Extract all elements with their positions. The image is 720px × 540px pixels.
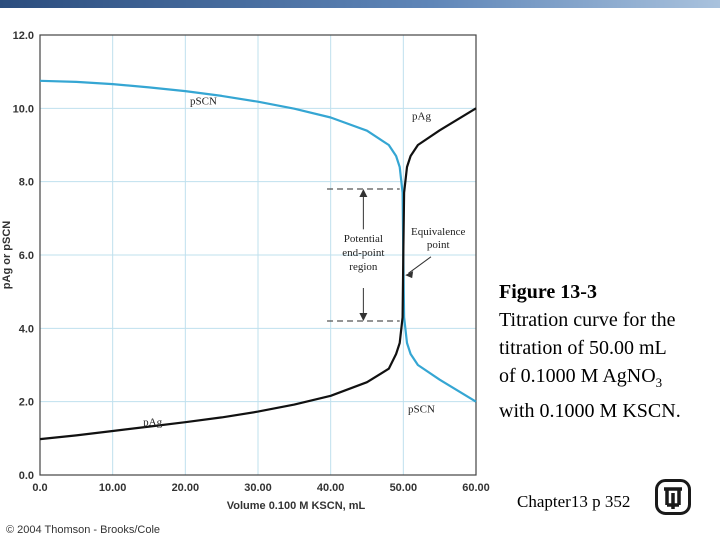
y-tick-label: 6.0 (19, 250, 34, 262)
endpoint-region-label: region (349, 261, 378, 273)
equivalence-label: point (427, 239, 450, 251)
caption-subscript: 3 (655, 375, 663, 390)
y-tick-label: 4.0 (19, 323, 34, 335)
caption-line-3-text: of 0.1000 M AgNO (499, 365, 656, 387)
copyright-text: © 2004 Thomson - Brooks/Cole (6, 524, 161, 536)
chapter-reference: Chapter13 p 352 (517, 492, 631, 511)
endpoint-arrowhead-up (359, 189, 368, 197)
x-tick-label: 20.00 (172, 482, 200, 494)
annotation-pag-bottom: pAg (143, 417, 162, 429)
axis-layer: 0.0 10.00 20.00 30.00 40.00 50.00 60.00 0.0 2.0 4… (1, 30, 490, 512)
caption-line-4: with 0.1000 M KSCN. (499, 400, 681, 422)
x-tick-label: 50.00 (390, 482, 418, 494)
y-tick-label: 8.0 (19, 177, 34, 189)
annotation-pscn-bottom: pSCN (408, 404, 435, 416)
equivalence-arrow-shaft (408, 256, 432, 274)
annotation-pag-top: pAg (412, 110, 431, 122)
chart-panel: 0.0 10.00 20.00 30.00 40.00 50.00 60.00 0.0 2.0 4… (0, 8, 490, 540)
series-line-pag (39, 107, 477, 441)
endpoint-region-label: Potential (344, 233, 383, 245)
equivalence-arrowhead (405, 271, 414, 279)
y-tick-label: 2.0 (19, 397, 34, 409)
x-axis-label: Volume 0.100 M KSCN, mL (227, 500, 366, 512)
y-tick-label: 10.0 (13, 103, 34, 115)
x-tick-label: 30.00 (244, 482, 272, 494)
caption-title: Figure 13-3 (499, 281, 597, 303)
endpoint-region-label: end-point (342, 247, 384, 259)
top-band (0, 0, 720, 8)
titration-chart: 0.0 10.00 20.00 30.00 40.00 50.00 60.00 0.0 2.0 4… (1, 30, 490, 512)
publisher-logo-icon (655, 479, 691, 515)
caption-line-1: Titration curve for the (499, 309, 676, 331)
figure-caption: Figure 13-3 Titration curve for the titr… (499, 278, 719, 425)
caption-line-3: of 0.1000 M AgNO3 (499, 365, 663, 390)
y-axis-label: pAg or pSCN (1, 221, 13, 289)
series-line-pscn (39, 79, 477, 403)
x-tick-label: 0.0 (32, 482, 47, 494)
annotation-pscn-top: pSCN (190, 96, 217, 108)
caption-line-2: titration of 50.00 mL (499, 337, 667, 359)
annotation-layer: pSCN pAg pAg pSCN Potential end-point region Eq… (143, 96, 465, 429)
equivalence-label: Equivalence (411, 226, 465, 238)
endpoint-arrowhead-down (359, 313, 368, 321)
plot-frame (39, 34, 477, 476)
series-layer (39, 79, 477, 441)
x-tick-label: 10.00 (99, 482, 127, 494)
y-tick-label: 0.0 (19, 470, 34, 482)
x-tick-label: 40.00 (317, 482, 345, 494)
x-tick-label: 60.00 (462, 482, 490, 494)
y-tick-label: 12.0 (13, 30, 34, 42)
